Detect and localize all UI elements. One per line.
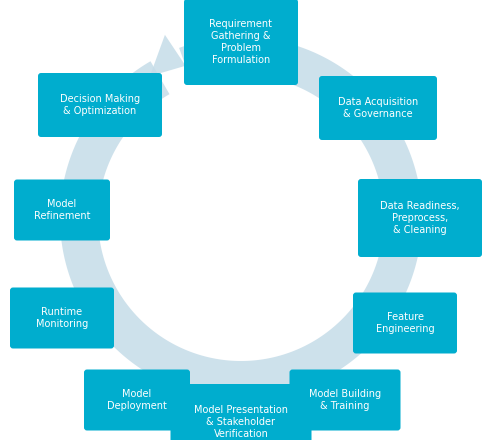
FancyBboxPatch shape	[319, 76, 437, 140]
FancyBboxPatch shape	[38, 73, 162, 137]
Text: Feature
Engineering: Feature Engineering	[375, 312, 434, 334]
Polygon shape	[150, 35, 186, 76]
FancyBboxPatch shape	[290, 370, 401, 430]
FancyBboxPatch shape	[171, 384, 311, 440]
FancyBboxPatch shape	[84, 370, 190, 430]
Text: Decision Making
& Optimization: Decision Making & Optimization	[60, 94, 140, 116]
Text: Model
Refinement: Model Refinement	[34, 199, 90, 221]
FancyBboxPatch shape	[14, 180, 110, 241]
Text: Runtime
Monitoring: Runtime Monitoring	[36, 307, 88, 329]
Text: Model Presentation
& Stakeholder
Verification: Model Presentation & Stakeholder Verific…	[194, 405, 288, 439]
FancyBboxPatch shape	[353, 293, 457, 353]
FancyBboxPatch shape	[184, 0, 298, 85]
Text: Model
Deployment: Model Deployment	[107, 389, 167, 411]
Text: Requirement
Gathering &
Problem
Formulation: Requirement Gathering & Problem Formulat…	[210, 19, 272, 65]
Text: Data Acquisition
& Governance: Data Acquisition & Governance	[338, 97, 418, 119]
FancyBboxPatch shape	[10, 287, 114, 348]
Text: Model Building
& Training: Model Building & Training	[309, 389, 381, 411]
Text: Data Readiness,
Preprocess,
& Cleaning: Data Readiness, Preprocess, & Cleaning	[380, 201, 460, 235]
Polygon shape	[60, 37, 422, 399]
FancyBboxPatch shape	[358, 179, 482, 257]
